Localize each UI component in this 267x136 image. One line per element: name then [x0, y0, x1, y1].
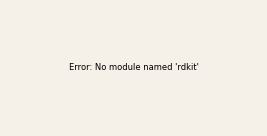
Text: Error: No module named 'rdkit': Error: No module named 'rdkit': [69, 64, 198, 72]
